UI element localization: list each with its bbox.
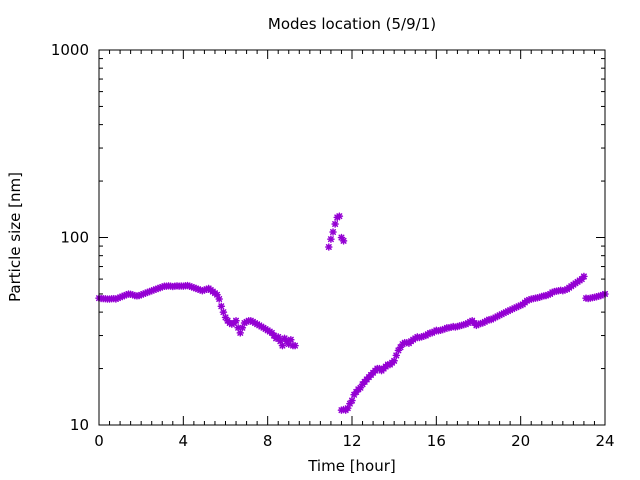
x-tick-label: 20	[511, 432, 530, 450]
data-point	[287, 335, 295, 344]
data-point	[327, 235, 335, 243]
y-tick-label: 1000	[51, 41, 89, 59]
plot-frame	[98, 49, 606, 426]
axis-tick-labels: 0 4 8 12 16 20 24 10 100 1000	[51, 41, 615, 450]
data-point	[232, 316, 240, 325]
y-tick-label: 100	[60, 229, 89, 247]
chart-title: Modes location (5/9/1)	[268, 15, 436, 33]
data-point	[236, 329, 245, 337]
data-point	[291, 341, 299, 350]
data-point	[329, 228, 337, 236]
x-tick-label: 0	[94, 432, 104, 450]
data-point	[278, 341, 287, 350]
data-point	[217, 302, 226, 310]
x-tick-label: 24	[595, 432, 614, 450]
data-point	[339, 237, 348, 245]
data-point	[219, 308, 228, 316]
y-axis-label: Particle size [nm]	[6, 172, 24, 302]
data-point	[215, 295, 223, 303]
x-axis-label: Time [hour]	[307, 457, 396, 475]
data-point	[335, 212, 344, 220]
data-point	[392, 351, 401, 360]
x-tick-label: 12	[342, 432, 361, 450]
data-point	[325, 243, 333, 251]
data-points	[95, 212, 609, 414]
x-tick-label: 4	[179, 432, 189, 450]
x-tick-label: 16	[427, 432, 446, 450]
data-point	[390, 357, 398, 365]
data-point	[348, 396, 356, 405]
x-tick-label: 8	[263, 432, 273, 450]
data-point	[331, 220, 339, 228]
data-point	[580, 272, 588, 281]
y-tick-label: 10	[70, 416, 89, 434]
